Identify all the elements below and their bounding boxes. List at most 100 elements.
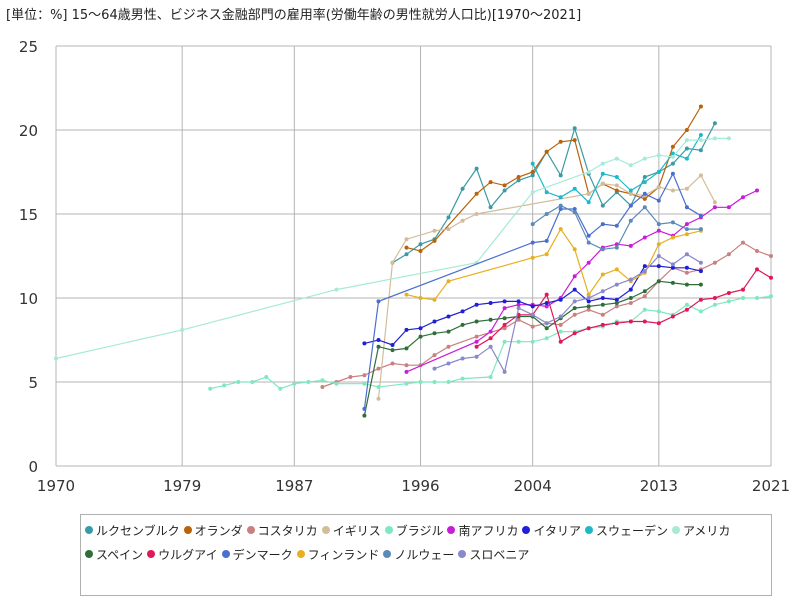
series-10-point (670, 280, 675, 285)
series-5-point (460, 376, 465, 381)
series-15-point (544, 321, 549, 326)
series-12-point (600, 222, 605, 227)
series-10-point (446, 329, 451, 334)
x-tick-label: 1970 (37, 477, 75, 495)
series-11-point (474, 344, 479, 349)
series-3-point (755, 249, 759, 253)
series-7-point (460, 309, 465, 314)
series-1-point (530, 173, 535, 178)
series-2-point (558, 139, 563, 144)
series-3-point (586, 307, 591, 312)
series-15-point (474, 354, 479, 359)
series-11-line (476, 268, 772, 348)
series-4-point (404, 237, 409, 242)
series-8-point (544, 190, 549, 195)
series-2-point (488, 180, 493, 185)
series-10-point (600, 302, 605, 307)
legend-swatch (296, 550, 305, 558)
series-5-point (769, 294, 773, 299)
series-12-point (698, 213, 703, 218)
series-5-point (250, 380, 255, 384)
series-1-point (600, 203, 605, 208)
legend-item: ブラジル (384, 518, 444, 542)
series-4-point (376, 396, 381, 401)
series-11-point (670, 314, 675, 319)
series-10-point (628, 296, 633, 300)
series-11-point (712, 296, 717, 300)
series-3-point (502, 326, 507, 331)
series-6-point (502, 306, 507, 311)
series-7-point (656, 264, 661, 269)
legend-label: ウルグアイ (158, 547, 218, 562)
legend-label: オランダ (194, 523, 243, 538)
series-5-point (530, 339, 535, 344)
legend-label: ノルウェー (394, 547, 455, 562)
legend-swatch (585, 526, 594, 534)
legend-swatch (383, 550, 392, 558)
series-14-point (656, 222, 661, 227)
series-3-point (320, 385, 325, 389)
series-2-point (432, 238, 437, 243)
series-9-point (698, 138, 703, 143)
series-6-point (544, 304, 549, 309)
series-10-point (432, 331, 437, 336)
series-5-point (656, 309, 661, 314)
y-tick-label: 5 (28, 374, 38, 392)
series-4-point (432, 228, 437, 233)
legend-swatch (384, 526, 393, 534)
series-7-point (670, 265, 675, 270)
series-1-point (698, 148, 703, 153)
series-10-point (362, 413, 367, 418)
legend: ルクセンブルク オランダ コスタリカ イギリス ブラジル 南アフリカ イタリア スウェーデンア… (80, 514, 772, 596)
series-7-point (544, 301, 549, 305)
series-10-point (656, 279, 661, 284)
series-12-point (614, 223, 619, 228)
series-4-point (712, 200, 717, 205)
series-4-point (474, 212, 479, 216)
series-1-point (446, 215, 451, 220)
series-8-point (642, 180, 647, 185)
legend-label: フィンランド (307, 547, 380, 562)
series-10-point (376, 344, 381, 349)
series-12-point (642, 191, 647, 196)
series-12-point (530, 240, 535, 245)
series-7-point (530, 304, 535, 309)
series-1-point (684, 146, 689, 151)
series-3-point (712, 260, 717, 265)
series-1-point (460, 186, 465, 191)
series-11-point (726, 291, 731, 295)
series-10-point (390, 348, 395, 353)
series-3-point (600, 312, 605, 317)
series-10-point (418, 334, 423, 339)
legend-label: スロベニア (469, 547, 530, 562)
legend-item: スウェーデン (585, 518, 668, 542)
x-tick-label: 1987 (275, 477, 313, 495)
legend-item: ルクセンブルク (85, 518, 180, 542)
chart-title: [単位：%] 15～64歳男性、ビジネス金融部門の雇用率(労働年齢の男性就労人口… (6, 8, 582, 23)
series-8-point (628, 188, 633, 193)
series-13-point (614, 267, 619, 272)
series-11-point (586, 326, 591, 331)
series-13-point (572, 247, 577, 252)
series-9-point (656, 153, 661, 158)
series-6-point (741, 195, 745, 200)
series-3-point (684, 270, 689, 275)
series-3-point (348, 375, 353, 379)
series-8-point (558, 195, 563, 200)
legend-label: ブラジル (395, 523, 444, 538)
series-10-point (460, 322, 465, 327)
legend-item: フィンランド (296, 542, 380, 566)
series-11-point (502, 322, 507, 327)
series-14-point (586, 240, 591, 245)
series-4-point (670, 188, 675, 193)
series-2-point (670, 144, 675, 149)
series-5-point (712, 302, 717, 307)
series-12-point (656, 198, 661, 203)
series-7-point (502, 299, 507, 304)
series-9-point (600, 161, 605, 166)
series-10-point (698, 282, 703, 287)
series-4-point (586, 191, 591, 196)
series-9-point (670, 154, 675, 159)
legend-swatch (183, 526, 192, 534)
legend-swatch (447, 526, 456, 534)
